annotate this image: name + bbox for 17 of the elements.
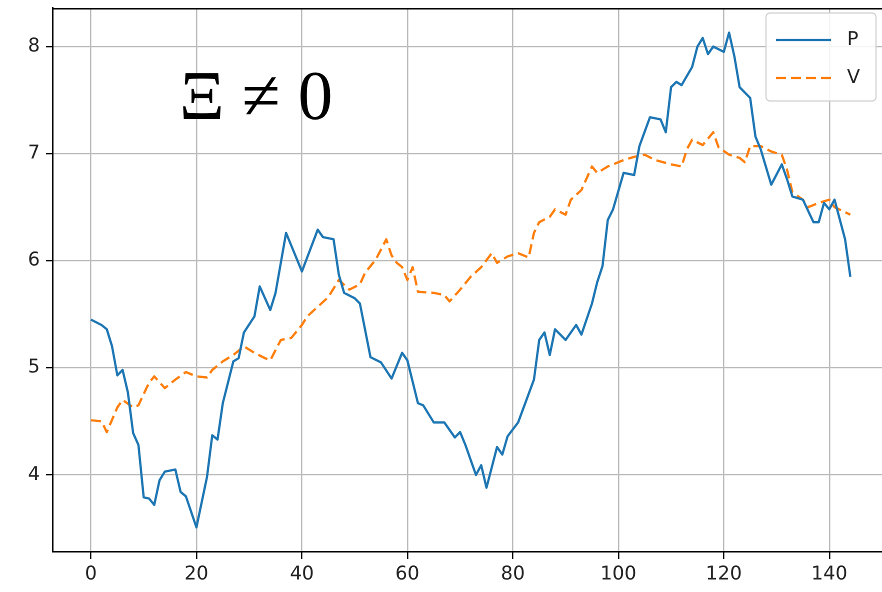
x-tick-label: 40	[290, 562, 314, 584]
x-tick-label: 60	[395, 562, 420, 584]
annotation: Ξ ≠ 0	[179, 58, 333, 135]
y-tick-label: 8	[28, 34, 40, 56]
legend-label: P	[847, 28, 858, 50]
legend-label: V	[847, 66, 860, 88]
y-tick-label: 7	[28, 142, 40, 164]
y-tick-label: 4	[28, 462, 40, 485]
x-tick-label: 20	[184, 562, 209, 584]
x-tick-label: 140	[811, 562, 848, 584]
x-tick-label: 0	[84, 562, 98, 584]
y-tick-label: 5	[28, 356, 40, 378]
x-tick-label: 120	[706, 562, 742, 584]
y-tick-label: 6	[28, 248, 40, 271]
x-tick-label: 80	[500, 562, 525, 584]
line-series	[90, 131, 852, 434]
x-tick-label: 100	[600, 562, 636, 584]
